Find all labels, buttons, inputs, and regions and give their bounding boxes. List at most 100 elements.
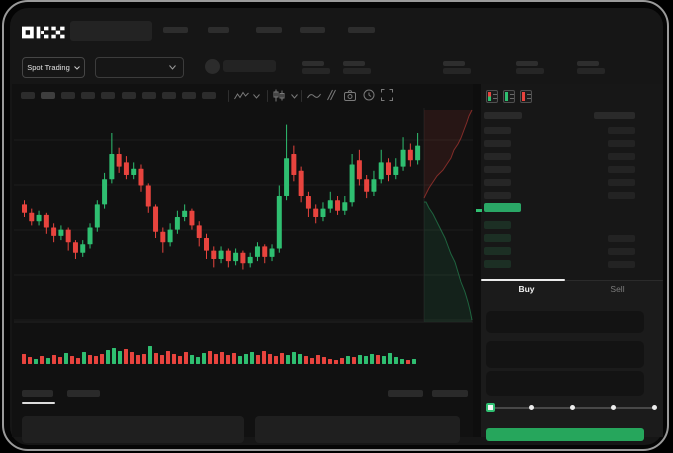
- bottom-panel-right[interactable]: [255, 416, 460, 443]
- book-icon-line: [527, 98, 531, 99]
- slider-stop-dot[interactable]: [651, 405, 657, 410]
- nav-item-placeholder[interactable]: [256, 27, 282, 33]
- stat-label-placeholder: [577, 61, 599, 66]
- nav-item-placeholder[interactable]: [300, 27, 325, 33]
- chevron-down-icon: [169, 65, 176, 70]
- timeframe-button-placeholder[interactable]: [141, 92, 156, 99]
- timeframe-button-placeholder[interactable]: [101, 92, 116, 99]
- ask-row-price-placeholder[interactable]: [484, 140, 511, 147]
- clock-icon[interactable]: [363, 89, 375, 101]
- orderbook-header-price: [484, 112, 522, 119]
- ask-row-amount-placeholder[interactable]: [608, 153, 635, 160]
- last-price-highlight: [484, 203, 521, 212]
- stat-label-placeholder: [302, 61, 324, 66]
- candlestick-series[interactable]: [22, 124, 421, 270]
- bottom-tab-active-placeholder[interactable]: [22, 390, 53, 397]
- book-icon-color-bar: [488, 92, 491, 101]
- book-combined-icon[interactable]: [486, 90, 498, 103]
- order-input-field[interactable]: [486, 341, 644, 368]
- market-type-selector[interactable]: Spot Trading: [22, 57, 85, 78]
- timeframe-button-placeholder[interactable]: [181, 92, 196, 99]
- stat-value-placeholder: [302, 68, 330, 74]
- fullscreen-icon[interactable]: [381, 89, 393, 101]
- bottom-panel-left[interactable]: [22, 416, 244, 443]
- depth-asks-line: [423, 109, 473, 199]
- book-icon-line: [510, 98, 514, 99]
- compare-icon[interactable]: [326, 89, 338, 101]
- bottom-link-placeholder[interactable]: [432, 390, 468, 397]
- book-icon-line: [493, 98, 497, 99]
- ask-row-amount-placeholder[interactable]: [608, 166, 635, 173]
- okx-logo: [22, 26, 65, 39]
- coin-avatar: [205, 59, 220, 74]
- timeframe-button-placeholder[interactable]: [21, 92, 35, 99]
- candle-style-dropdown-chevron[interactable]: [291, 94, 298, 99]
- book-icon-color-bar: [505, 92, 508, 101]
- bid-row-amount-placeholder[interactable]: [608, 261, 635, 268]
- last-price-marker: [476, 209, 482, 212]
- indicator-icon[interactable]: [234, 91, 249, 101]
- bottom-link-placeholder[interactable]: [388, 390, 423, 397]
- slider-handle[interactable]: [485, 403, 495, 412]
- book-icon-color-bar: [522, 92, 525, 101]
- bid-row-amount-placeholder[interactable]: [608, 235, 635, 242]
- slider-stop-dot[interactable]: [528, 405, 534, 410]
- buy-submit-button[interactable]: [486, 428, 644, 441]
- nav-item-placeholder[interactable]: [348, 27, 375, 33]
- ask-row-amount-placeholder[interactable]: [608, 127, 635, 134]
- volume-series: [22, 346, 416, 364]
- stat-label-placeholder: [516, 61, 538, 66]
- bid-row-price-placeholder[interactable]: [484, 260, 511, 268]
- tab-divider: [481, 280, 663, 281]
- slider-stop-dot[interactable]: [569, 405, 575, 410]
- nav-item-placeholder[interactable]: [163, 27, 188, 33]
- depth-bids-area: [424, 202, 472, 322]
- line-wave-icon[interactable]: [307, 92, 321, 100]
- timeframe-button-placeholder[interactable]: [41, 92, 56, 99]
- bid-row-price-placeholder[interactable]: [484, 234, 511, 242]
- book-asks-icon[interactable]: [520, 90, 532, 103]
- order-input-field[interactable]: [486, 311, 644, 333]
- candle-style-icon[interactable]: [273, 89, 285, 102]
- ask-row-amount-placeholder[interactable]: [608, 192, 635, 199]
- indicator-dropdown-chevron[interactable]: [253, 94, 260, 99]
- bottom-tab-underline: [22, 402, 55, 404]
- header-title-placeholder: [70, 21, 152, 41]
- orderbook-header-amount: [594, 112, 635, 119]
- buy-tab-underline: [481, 279, 565, 281]
- tab-buy[interactable]: Buy: [518, 284, 535, 294]
- ask-row-price-placeholder[interactable]: [484, 192, 511, 199]
- bid-row-price-placeholder[interactable]: [484, 247, 511, 255]
- stat-value-placeholder: [443, 68, 471, 74]
- ask-row-price-placeholder[interactable]: [484, 166, 511, 173]
- nav-item-placeholder[interactable]: [208, 27, 229, 33]
- timeframe-button-placeholder[interactable]: [81, 92, 96, 99]
- ask-row-amount-placeholder[interactable]: [608, 140, 635, 147]
- ask-row-price-placeholder[interactable]: [484, 179, 511, 186]
- timeframe-button-placeholder[interactable]: [61, 92, 76, 99]
- slider-stop-dot[interactable]: [610, 405, 616, 410]
- stat-label-placeholder: [343, 61, 365, 66]
- stat-value-placeholder: [516, 68, 544, 74]
- stat-value-placeholder: [343, 68, 371, 74]
- bottom-tab-placeholder[interactable]: [67, 390, 100, 397]
- book-icon-line: [510, 94, 514, 95]
- timeframe-button-placeholder[interactable]: [161, 92, 176, 99]
- order-input-field[interactable]: [486, 371, 644, 396]
- ask-row-price-placeholder[interactable]: [484, 153, 511, 160]
- depth-bids-line: [424, 201, 473, 321]
- tab-sell[interactable]: Sell: [610, 284, 625, 294]
- ask-row-amount-placeholder[interactable]: [608, 179, 635, 186]
- ask-row-price-placeholder[interactable]: [484, 127, 511, 134]
- depth-chart: [423, 108, 482, 322]
- pair-select-dropdown[interactable]: [95, 57, 184, 78]
- timeframe-button-placeholder[interactable]: [121, 92, 136, 99]
- camera-icon[interactable]: [344, 90, 356, 101]
- timeframe-button-placeholder[interactable]: [201, 92, 216, 99]
- toolbar-separator: [267, 90, 268, 102]
- bid-row-amount-placeholder[interactable]: [608, 248, 635, 255]
- book-bids-icon[interactable]: [503, 90, 515, 103]
- bid-row-price-placeholder[interactable]: [484, 221, 511, 229]
